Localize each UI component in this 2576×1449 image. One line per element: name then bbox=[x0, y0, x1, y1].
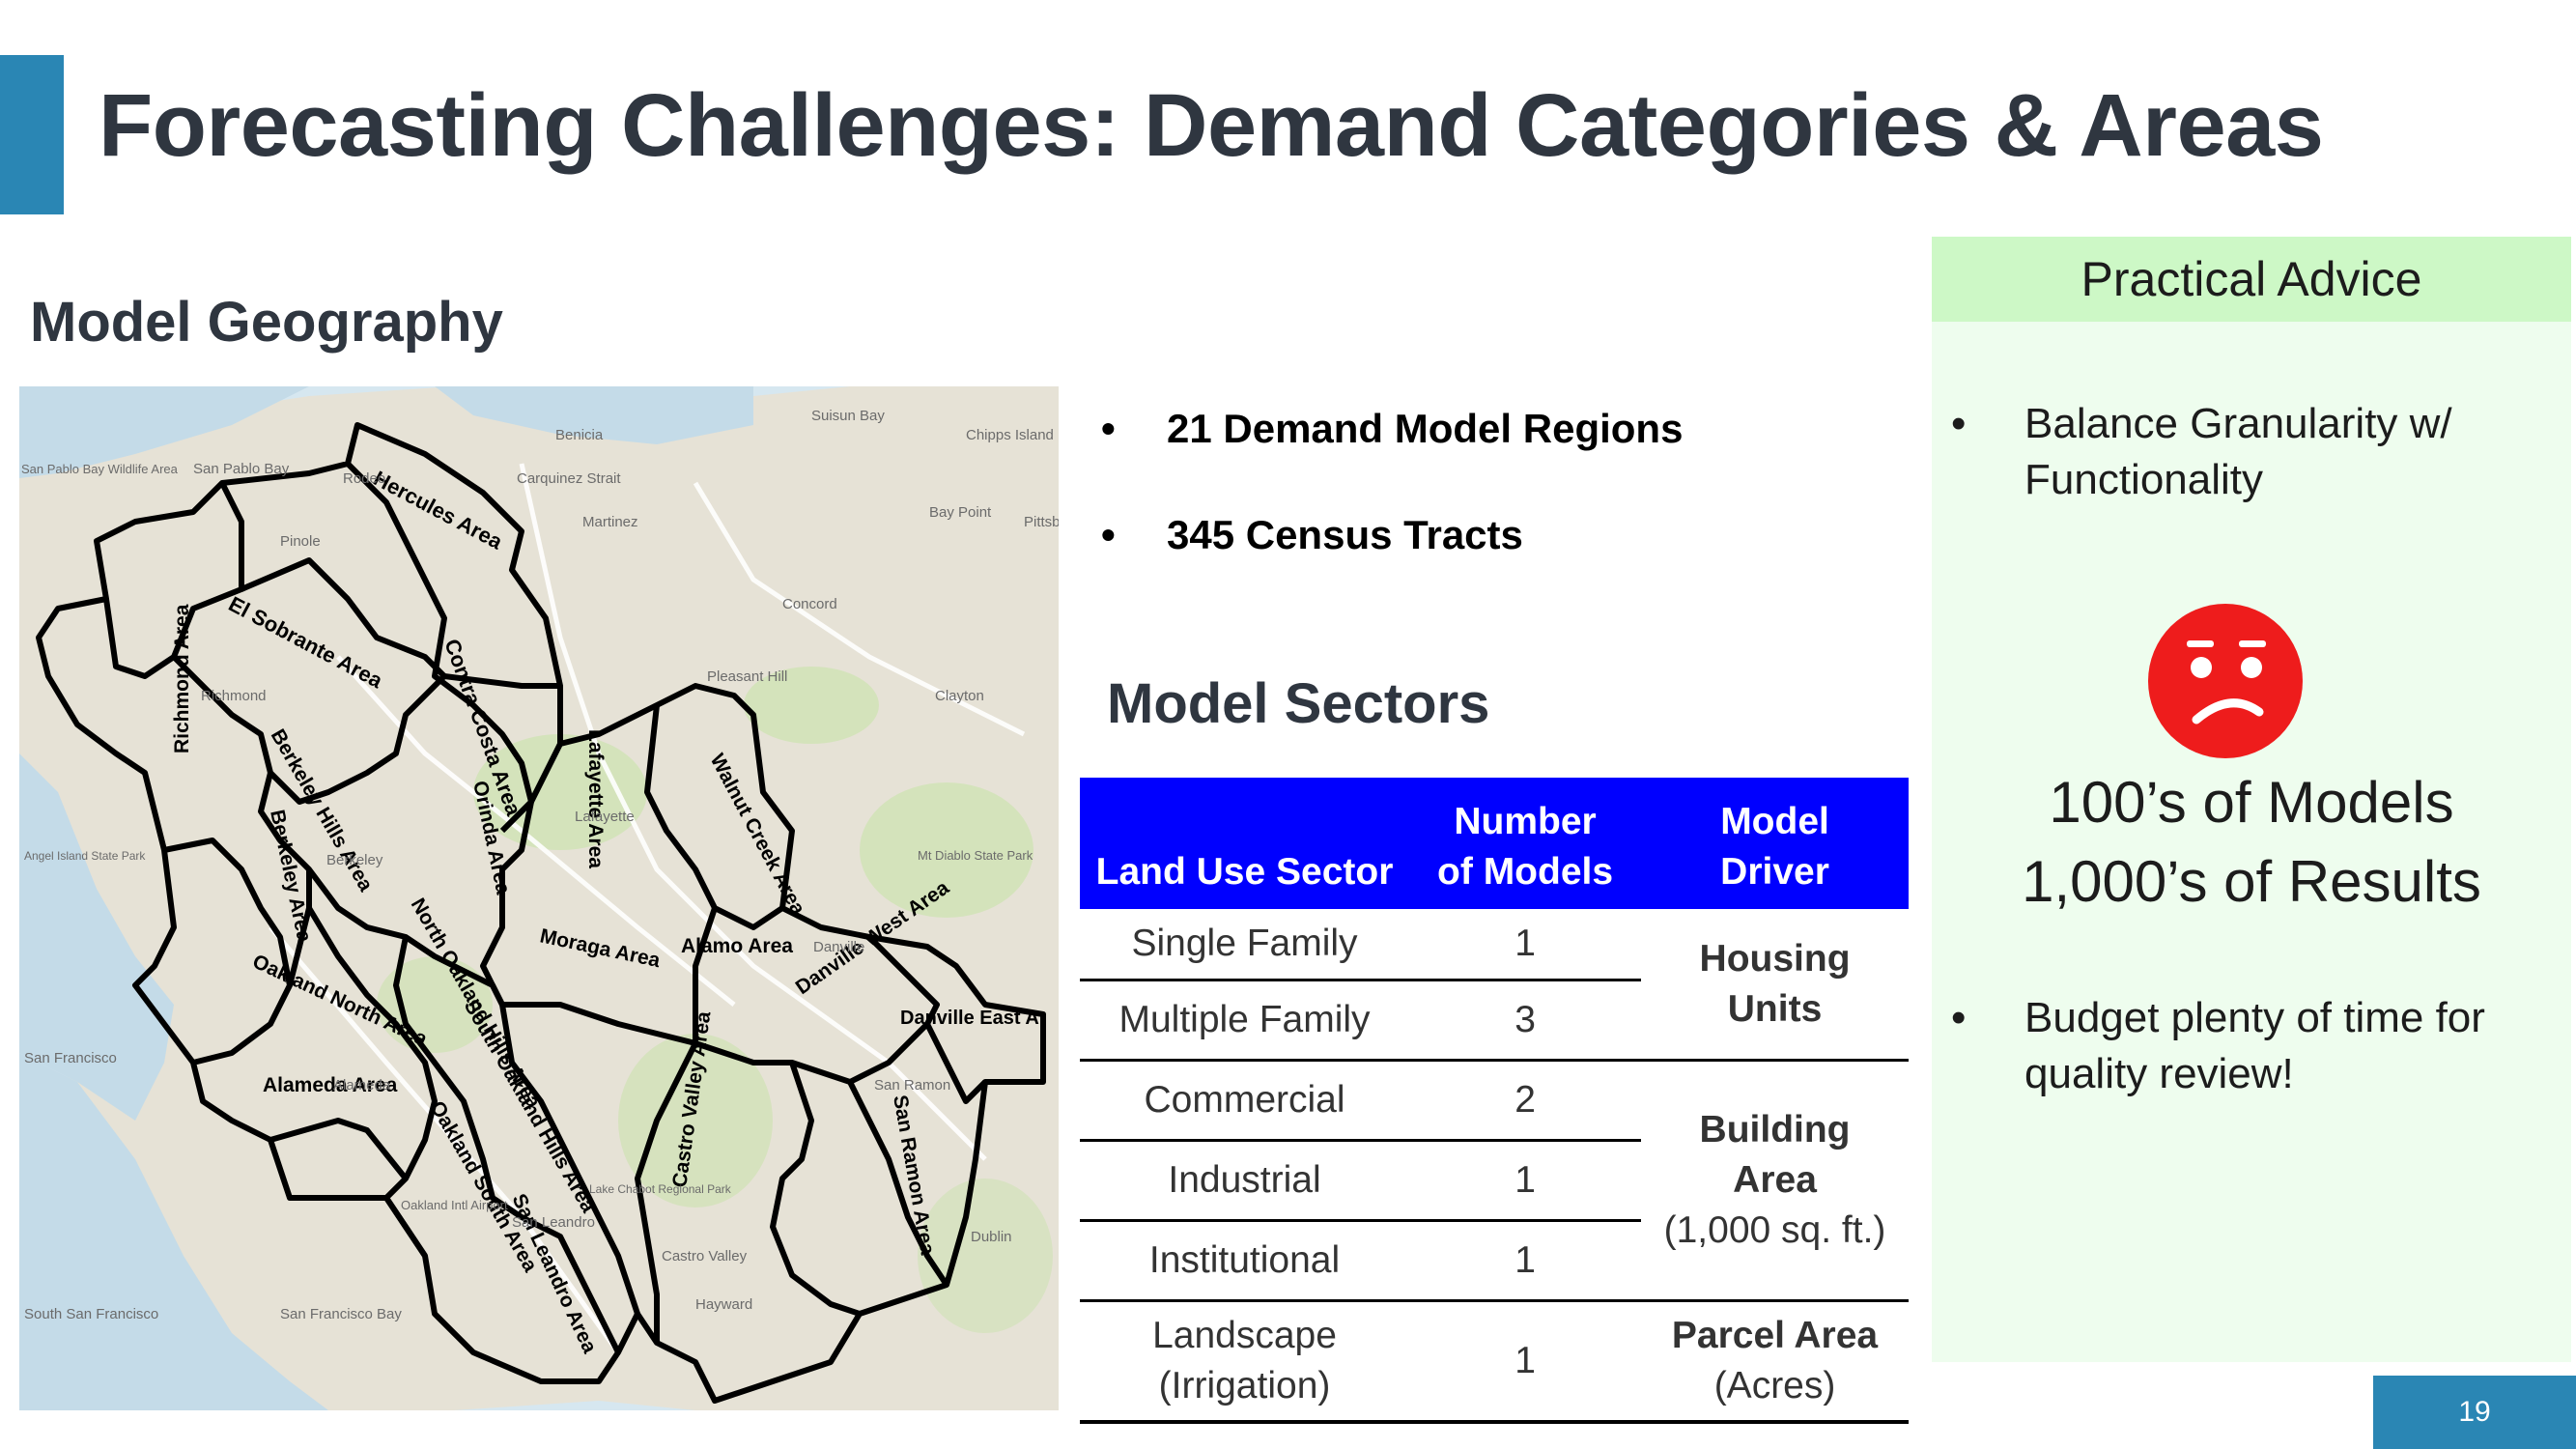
map-label-alameda: Alameda Area bbox=[263, 1074, 398, 1096]
map-place: South San Francisco bbox=[24, 1306, 158, 1322]
map-label-alamo: Alamo Area bbox=[681, 935, 793, 957]
map-place: Oakland Intl Airport bbox=[401, 1198, 508, 1212]
bullet-tracts: • 345 Census Tracts bbox=[1101, 512, 1683, 558]
summary-bullets: • 21 Demand Model Regions • 345 Census T… bbox=[1101, 406, 1683, 618]
cell-models: 3 bbox=[1409, 980, 1642, 1062]
sector-text: Landscape bbox=[1152, 1315, 1337, 1356]
practical-advice-panel: Practical Advice • Balance Granularity w… bbox=[1932, 237, 2571, 1362]
bullet-dot: • bbox=[1101, 512, 1116, 557]
map-place: Angel Island State Park bbox=[24, 849, 146, 863]
page-number: 19 bbox=[2373, 1376, 2576, 1449]
bullet-dot: • bbox=[1951, 400, 1967, 447]
cell-sector: Landscape (Irrigation) bbox=[1080, 1300, 1410, 1424]
bullet-dot: • bbox=[1951, 994, 1967, 1041]
region-map: Hercules Area Richmond Area El Sobrante … bbox=[19, 386, 1059, 1410]
col-header-text: Model bbox=[1720, 801, 1829, 842]
map-place: Lafayette bbox=[575, 809, 635, 825]
big-text-line: 1,000’s of Results bbox=[2022, 849, 2481, 914]
bullet-text: 21 Demand Model Regions bbox=[1167, 406, 1684, 451]
map-place: San Ramon bbox=[874, 1077, 950, 1094]
map-place: Castro Valley bbox=[662, 1248, 748, 1264]
model-sectors-heading: Model Sectors bbox=[1107, 672, 1490, 735]
cell-models: 1 bbox=[1409, 909, 1642, 981]
region-map-svg: Hercules Area Richmond Area El Sobrante … bbox=[19, 386, 1059, 1410]
map-place: Martinez bbox=[582, 514, 638, 530]
map-place: San Leandro bbox=[512, 1214, 595, 1231]
map-place: Bay Point bbox=[929, 504, 992, 521]
confused-face-icon bbox=[2148, 604, 2303, 758]
map-place: Pittsburg bbox=[1024, 514, 1059, 530]
advice-bullet-granularity: • Balance Granularity w/ Functionality bbox=[1951, 396, 2546, 508]
driver-text: Building bbox=[1699, 1109, 1851, 1151]
col-header-text: Land Use Sector bbox=[1095, 851, 1394, 893]
map-place: San Francisco Bay bbox=[280, 1306, 402, 1322]
driver-text: (Acres) bbox=[1713, 1365, 1836, 1406]
map-place: Danville bbox=[813, 939, 864, 955]
col-header-land-use: Land Use Sector bbox=[1080, 778, 1410, 909]
cell-models: 2 bbox=[1409, 1060, 1642, 1142]
cell-driver-building: Building Area (1,000 sq. ft.) bbox=[1641, 1060, 1909, 1302]
cell-models: 1 bbox=[1409, 1140, 1642, 1222]
col-header-number: Number of Models bbox=[1409, 778, 1642, 909]
cell-driver-parcel: Parcel Area (Acres) bbox=[1641, 1300, 1909, 1424]
map-place: San Pablo Bay Wildlife Area bbox=[21, 462, 179, 476]
map-place: Carquinez Strait bbox=[517, 470, 621, 487]
map-place: Mt Diablo State Park bbox=[918, 848, 1033, 863]
map-place: Rodeo bbox=[343, 470, 385, 487]
map-place: Richmond bbox=[201, 688, 267, 704]
advice-text: Functionality bbox=[2024, 456, 2264, 503]
map-place: Clayton bbox=[935, 688, 984, 704]
bullet-text: 345 Census Tracts bbox=[1167, 512, 1523, 557]
col-header-text: of Models bbox=[1437, 851, 1614, 893]
map-place: Dublin bbox=[971, 1229, 1012, 1245]
advice-text: Balance Granularity w/ bbox=[2024, 400, 2452, 447]
map-place: Concord bbox=[782, 596, 837, 612]
title-accent-bar bbox=[0, 55, 64, 214]
model-sectors-table: Land Use Sector Number of Models Model Dri… bbox=[1080, 778, 1909, 1424]
cell-sector: Institutional bbox=[1080, 1220, 1410, 1302]
big-text-line: 100’s of Models bbox=[2049, 770, 2454, 835]
map-label-danville-east: Danville East A bbox=[900, 1008, 1039, 1029]
driver-text: Housing bbox=[1699, 937, 1851, 980]
col-header-text: Number bbox=[1454, 801, 1597, 842]
map-place: Alameda bbox=[333, 1077, 391, 1094]
map-place: Hayward bbox=[695, 1296, 752, 1313]
map-place: Berkeley bbox=[326, 852, 383, 868]
map-place: Lake Chabot Regional Park bbox=[589, 1182, 732, 1196]
map-place: Benicia bbox=[555, 427, 604, 443]
map-place: Suisun Bay bbox=[811, 408, 885, 424]
col-header-text: Driver bbox=[1720, 851, 1829, 893]
models-results-text: 100’s of Models 1,000’s of Results bbox=[1932, 763, 2571, 922]
advice-text: Budget plenty of time for bbox=[2024, 994, 2485, 1041]
map-place: San Francisco bbox=[24, 1050, 117, 1066]
cell-models: 1 bbox=[1409, 1300, 1642, 1424]
map-place: Chipps Island bbox=[966, 427, 1054, 443]
driver-text: Units bbox=[1727, 987, 1823, 1030]
driver-text: (1,000 sq. ft.) bbox=[1663, 1209, 1886, 1251]
sector-text: (Irrigation) bbox=[1158, 1365, 1331, 1406]
driver-text: Area bbox=[1733, 1159, 1817, 1201]
cell-sector: Single Family bbox=[1080, 909, 1410, 981]
col-header-driver: Model Driver bbox=[1641, 778, 1909, 909]
cell-sector: Commercial bbox=[1080, 1060, 1410, 1142]
model-geography-heading: Model Geography bbox=[30, 291, 503, 354]
practical-advice-heading: Practical Advice bbox=[1932, 237, 2571, 322]
advice-text: quality review! bbox=[2024, 1050, 2294, 1097]
driver-text: Parcel Area bbox=[1671, 1315, 1879, 1356]
map-place: Pinole bbox=[280, 533, 321, 550]
map-place: Pleasant Hill bbox=[707, 668, 787, 685]
bullet-dot: • bbox=[1101, 406, 1116, 451]
map-label-lafayette: Lafayette Area bbox=[584, 729, 607, 868]
bullet-regions: • 21 Demand Model Regions bbox=[1101, 406, 1683, 452]
cell-sector: Multiple Family bbox=[1080, 980, 1410, 1062]
map-label-richmond: Richmond Area bbox=[171, 604, 193, 753]
cell-models: 1 bbox=[1409, 1220, 1642, 1302]
cell-sector: Industrial bbox=[1080, 1140, 1410, 1222]
advice-bullet-budget: • Budget plenty of time for quality revi… bbox=[1951, 990, 2546, 1102]
cell-driver-housing: Housing Units bbox=[1641, 909, 1909, 1062]
map-place: San Pablo Bay bbox=[193, 461, 290, 477]
slide-title: Forecasting Challenges: Demand Categorie… bbox=[99, 76, 2324, 175]
